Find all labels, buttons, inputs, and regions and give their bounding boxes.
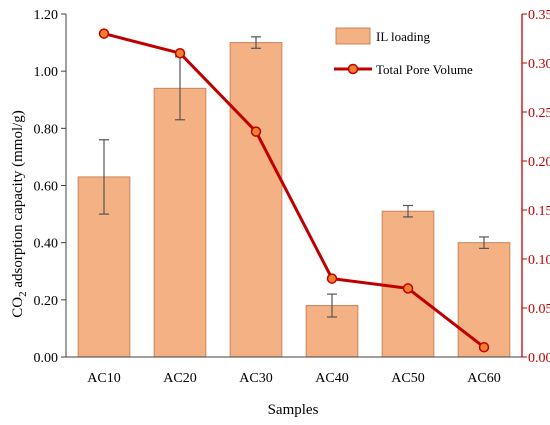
point-ac30 xyxy=(250,126,262,137)
legend-label-il-loading: IL loading xyxy=(376,29,431,44)
y-right-tick-label: 0.00 xyxy=(528,351,550,366)
legend: IL loading Total Pore Volume xyxy=(334,27,473,77)
y-right-tick-label: 0.25 xyxy=(528,106,550,121)
legend-label-total-pore-volume: Total Pore Volume xyxy=(376,62,473,77)
axes: 0.00 0.20 0.40 0.60 0.80 1.00 1.20 0.00 0.05 0.10… xyxy=(34,8,550,386)
y-axis-left-label: CO2 adsorption capacity (mmol/g) xyxy=(10,110,29,318)
x-tick-label-ac20: AC20 xyxy=(163,371,196,386)
point-ac20 xyxy=(174,47,186,59)
legend-marker-total-pore-volume xyxy=(347,63,359,75)
y-right-tick-label: 0.30 xyxy=(528,57,550,72)
line-total-pore-volume xyxy=(103,32,485,349)
x-tick-label-ac60: AC60 xyxy=(467,371,500,386)
bar-series-il-loading xyxy=(77,42,511,358)
y-right-tick-label: 0.10 xyxy=(528,253,550,268)
y-left-tick-label: 1.20 xyxy=(34,8,59,23)
point-ac10 xyxy=(98,28,110,39)
y-left-tick-label: 0.40 xyxy=(34,237,59,252)
x-axis-label: Samples xyxy=(268,402,319,418)
line-series-total-pore-volume xyxy=(98,28,490,353)
point-ac50 xyxy=(402,283,414,294)
point-ac60 xyxy=(478,341,490,353)
y-right-tick-label: 0.35 xyxy=(528,8,550,23)
y-left-tick-label: 0.80 xyxy=(34,122,59,137)
y-right-tick-label: 0.05 xyxy=(528,302,550,317)
y-left-tick-label: 0.60 xyxy=(34,180,59,195)
legend-swatch-il-loading xyxy=(335,27,371,45)
x-tick-label-ac40: AC40 xyxy=(315,371,348,386)
y-left-tick-label: 0.20 xyxy=(34,294,59,309)
y-left-tick-label: 0.00 xyxy=(34,351,59,366)
bar-ac20 xyxy=(153,87,207,358)
x-tick-label-ac10: AC10 xyxy=(87,371,120,386)
x-tick-label-ac50: AC50 xyxy=(391,371,424,386)
bar-ac30 xyxy=(229,42,283,358)
y-left-tick-label: 1.00 xyxy=(34,65,59,80)
point-ac40 xyxy=(326,273,338,284)
x-tick-label-ac30: AC30 xyxy=(239,371,272,386)
bar-ac60 xyxy=(457,242,511,358)
y-right-tick-label: 0.20 xyxy=(528,155,550,170)
y-right-tick-label: 0.15 xyxy=(528,204,550,219)
